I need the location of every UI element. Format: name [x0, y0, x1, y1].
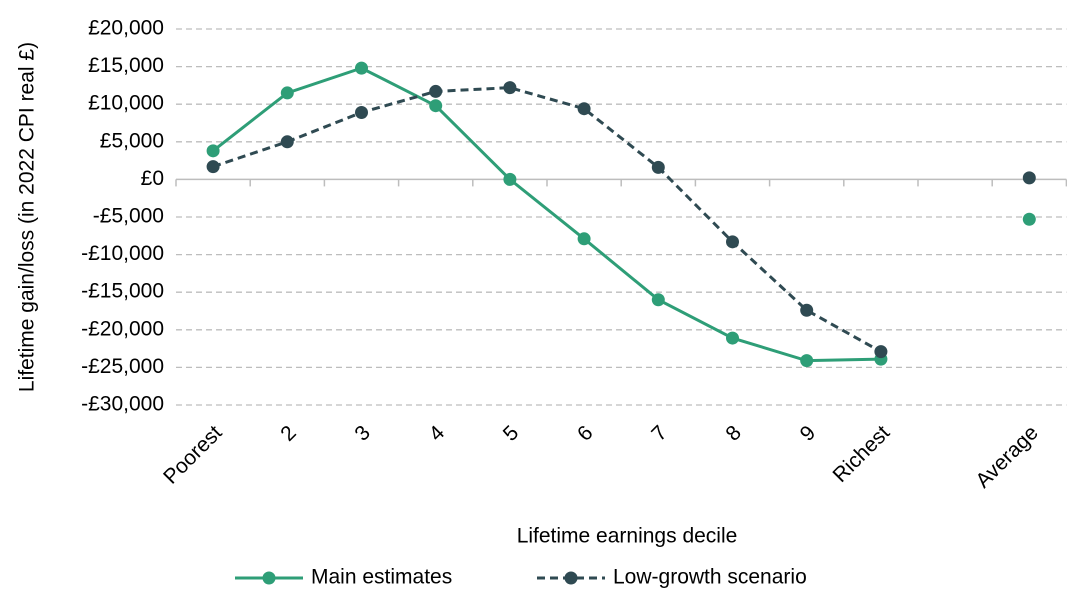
y-tick-label: £15,000 [88, 54, 164, 77]
series-point [1022, 171, 1036, 185]
y-tick-label: -£10,000 [81, 242, 164, 265]
y-axis-title: Lifetime gain/loss (in 2022 CPI real £) [16, 42, 39, 392]
series-point [726, 235, 739, 249]
series-point [1022, 212, 1036, 226]
x-tick-label: 4 [425, 421, 450, 446]
y-tick-label: -£30,000 [81, 393, 164, 416]
y-tick-label: -£5,000 [93, 205, 164, 228]
y-tick-label: £20,000 [88, 17, 164, 40]
x-tick-label: Average [971, 421, 1042, 492]
x-axis-title: Lifetime earnings decile [517, 525, 738, 548]
series-point [280, 86, 294, 100]
legend-label: Low-growth scenario [613, 566, 807, 589]
y-tick-label: -£20,000 [81, 317, 164, 340]
series-point [355, 61, 368, 75]
series-point [206, 160, 220, 174]
series-point [280, 135, 294, 149]
series-point [651, 160, 665, 174]
x-tick-label: 6 [573, 421, 598, 446]
series-point [577, 232, 591, 246]
x-tick-label: Richest [829, 421, 895, 487]
x-tick-label: 3 [350, 421, 375, 446]
legend-marker [564, 571, 578, 585]
y-tick-label: £10,000 [88, 92, 164, 115]
x-tick-label: 9 [796, 421, 821, 446]
series-point [429, 84, 443, 98]
series-point [874, 345, 888, 359]
series-point [577, 102, 591, 116]
x-tick-label: 7 [647, 421, 672, 446]
series-point [206, 144, 220, 158]
x-tick-label: 2 [276, 421, 301, 446]
x-tick-label: 8 [721, 421, 746, 446]
y-tick-label: -£15,000 [81, 280, 164, 303]
y-tick-label: £5,000 [100, 129, 164, 152]
x-tick-label: Poorest [159, 421, 227, 489]
series-point [800, 354, 814, 368]
series-point [429, 99, 443, 113]
x-tick-label: 5 [499, 421, 524, 446]
legend-marker [262, 571, 276, 585]
series-point [726, 331, 739, 345]
y-tick-label: -£25,000 [81, 355, 164, 378]
series-point [503, 81, 517, 95]
series-point [503, 172, 517, 186]
legend-label: Main estimates [311, 566, 452, 589]
series-line [213, 88, 1029, 352]
series-line [213, 68, 1029, 361]
y-tick-label: £0 [141, 167, 164, 190]
series-point [355, 105, 368, 119]
series-point [800, 303, 814, 317]
series-point [651, 293, 665, 307]
